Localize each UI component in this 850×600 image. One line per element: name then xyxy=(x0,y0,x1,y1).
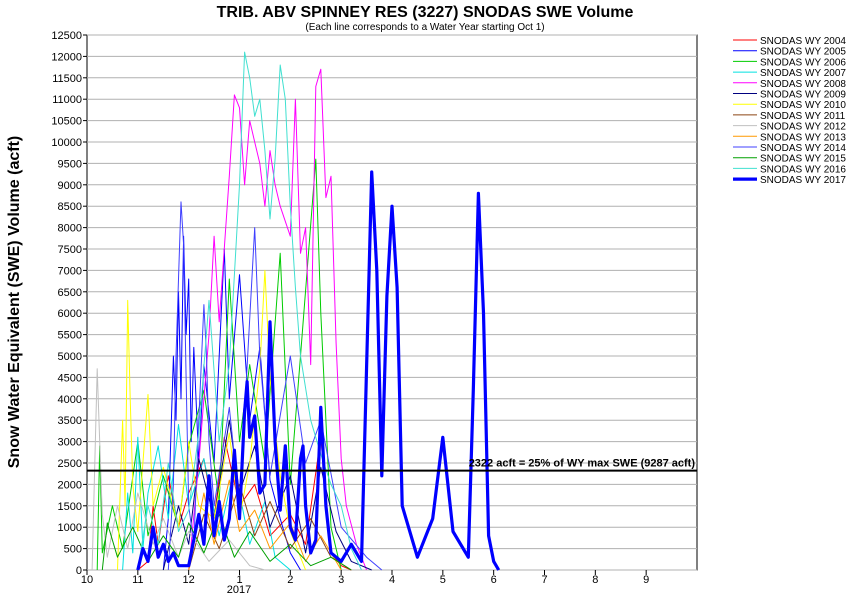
legend-entry: SNODAS WY 2004 xyxy=(760,36,846,47)
x-tick-label: 8 xyxy=(592,574,598,586)
series-line-11 xyxy=(101,513,352,571)
legend-entry: SNODAS WY 2007 xyxy=(760,68,846,79)
legend-entry: SNODAS WY 2012 xyxy=(760,122,846,133)
x-tick-label: 11 xyxy=(132,574,143,586)
legend-entry: SNODAS WY 2011 xyxy=(760,111,846,122)
reference-line-label: 2322 acft = 25% of WY max SWE (9287 acft… xyxy=(469,458,696,470)
legend-entry: SNODAS WY 2017 xyxy=(760,175,846,186)
y-tick-label: 12500 xyxy=(51,30,82,42)
x-tick-label: 5 xyxy=(440,574,446,586)
y-tick-label: 7500 xyxy=(58,244,82,256)
series-line-8 xyxy=(91,368,266,571)
x-tick-label: 1 xyxy=(236,574,242,586)
series-line-6 xyxy=(117,269,307,571)
series-line-12 xyxy=(137,51,362,571)
y-tick-label: 9500 xyxy=(58,158,82,170)
legend-entry: SNODAS WY 2009 xyxy=(760,90,846,101)
y-tick-label: 3000 xyxy=(58,437,82,449)
y-tick-label: 12000 xyxy=(51,51,82,63)
y-tick-label: 5000 xyxy=(58,351,82,363)
x-axis-ticks: 10 11 12 1 2 3 4 5 6 7 8 9 xyxy=(81,570,649,586)
y-tick-label: 4000 xyxy=(58,394,82,406)
legend-entry: SNODAS WY 2015 xyxy=(760,154,846,165)
legend-entry: SNODAS WY 2013 xyxy=(760,132,846,143)
x-tick-label: 3 xyxy=(338,574,344,586)
reference-line: 2322 acft = 25% of WY max SWE (9287 acft… xyxy=(87,458,697,472)
y-tick-label: 1500 xyxy=(58,501,82,513)
y-tick-label: 11000 xyxy=(52,94,82,106)
y-tick-label: 500 xyxy=(64,544,82,556)
series-line-13 xyxy=(136,170,501,571)
y-tick-label: 7000 xyxy=(58,265,82,277)
y-tick-label: 9000 xyxy=(58,180,82,192)
y-tick-label: 10500 xyxy=(51,116,82,128)
y-tick-label: 8000 xyxy=(58,223,82,235)
y-tick-label: 11500 xyxy=(52,73,82,85)
y-tick-label: 4500 xyxy=(58,372,82,384)
series-lines xyxy=(91,51,501,571)
chart-title: TRIB. ABV SPINNEY RES (3227) SNODAS SWE … xyxy=(217,4,634,21)
x-tick-label: 9 xyxy=(643,574,649,586)
x-year-label: 2017 xyxy=(227,584,251,596)
y-tick-label: 1000 xyxy=(58,522,82,534)
series-line-4 xyxy=(188,68,368,571)
legend-entry: SNODAS WY 2014 xyxy=(760,143,846,154)
x-tick-label: 4 xyxy=(389,574,395,586)
x-tick-label: 10 xyxy=(81,574,93,586)
x-tick-label: 6 xyxy=(491,574,497,586)
legend-entry: SNODAS WY 2010 xyxy=(760,100,846,111)
x-tick-label: 12 xyxy=(183,574,195,586)
y-tick-label: 0 xyxy=(76,565,82,577)
y-tick-label: 2500 xyxy=(58,458,82,470)
series-line-3 xyxy=(122,424,291,571)
y-tick-label: 10000 xyxy=(51,137,82,149)
series-line-5 xyxy=(162,419,372,571)
y-tick-label: 3500 xyxy=(58,415,82,427)
x-tick-label: 2 xyxy=(287,574,293,586)
chart-subtitle: (Each line corresponds to a Water Year s… xyxy=(305,22,544,33)
y-axis-ticks: 0 500 1000 1500 2000 2500 3000 3500 4000 4500 5000… xyxy=(51,30,87,577)
y-tick-label: 8500 xyxy=(58,201,82,213)
x-tick-label: 7 xyxy=(541,574,547,586)
legend-entry: SNODAS WY 2005 xyxy=(760,47,846,58)
legend-entry: SNODAS WY 2008 xyxy=(760,79,846,90)
series-line-10 xyxy=(167,201,383,571)
y-tick-label: 6500 xyxy=(58,287,82,299)
y-axis-label: Snow Water Equivalent (SWE) Volume (acft… xyxy=(6,136,23,468)
y-tick-label: 6000 xyxy=(58,308,82,320)
legend-entry: SNODAS WY 2016 xyxy=(760,164,846,175)
y-tick-label: 5500 xyxy=(58,330,82,342)
legend-entry: SNODAS WY 2006 xyxy=(760,57,846,68)
y-tick-label: 2000 xyxy=(58,479,82,491)
